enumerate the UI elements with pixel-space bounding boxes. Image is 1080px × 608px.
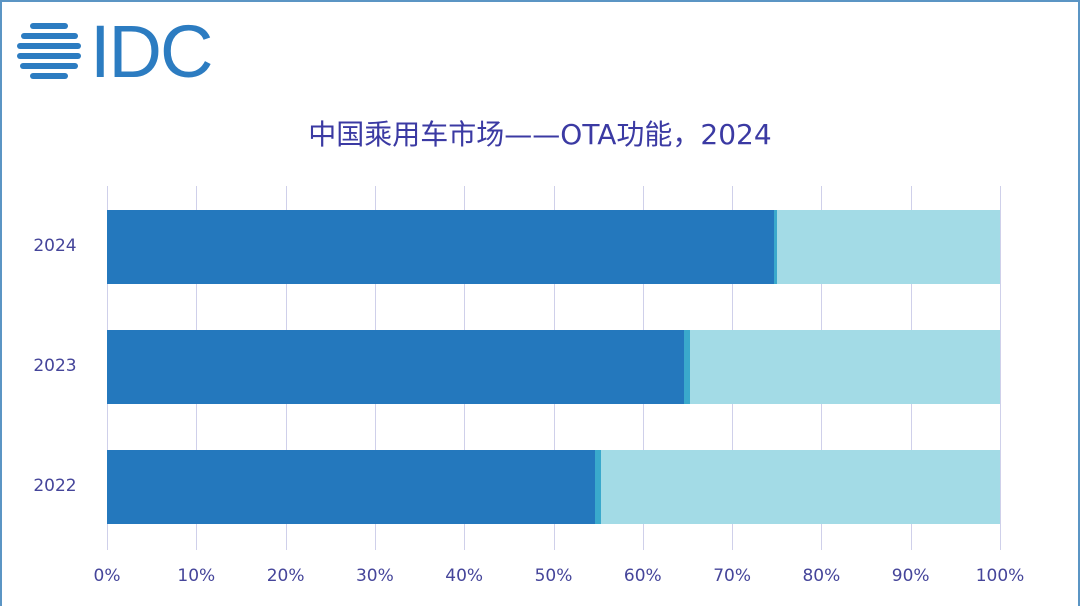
x-tick-label: 50% bbox=[534, 566, 573, 586]
bar-segment-series-3 bbox=[776, 210, 1000, 284]
bar-segment-series-2 bbox=[774, 210, 777, 284]
x-tick-label: 100% bbox=[975, 566, 1025, 586]
x-tick-label: 60% bbox=[623, 566, 662, 586]
bar-2023 bbox=[107, 330, 1000, 404]
x-tick-label: 30% bbox=[355, 566, 394, 586]
x-tick-label: 90% bbox=[891, 566, 930, 586]
bar-segment-series-1 bbox=[107, 330, 684, 404]
logo-text: IDC bbox=[90, 10, 213, 93]
plot-area bbox=[107, 186, 1001, 550]
bar-segment-series-1 bbox=[107, 210, 775, 284]
bar-2024 bbox=[107, 210, 1000, 284]
y-tick-label: 2024 bbox=[33, 236, 77, 256]
idc-globe-icon bbox=[17, 23, 81, 79]
y-tick-label: 2023 bbox=[33, 356, 77, 376]
x-tick-label: 10% bbox=[177, 566, 216, 586]
bar-segment-series-3 bbox=[690, 330, 1000, 404]
x-tick-label: 80% bbox=[802, 566, 841, 586]
bar-segment-series-2 bbox=[683, 330, 691, 404]
y-tick-label: 2022 bbox=[33, 476, 77, 496]
idc-logo: IDC bbox=[16, 10, 213, 93]
x-tick-label: 0% bbox=[93, 566, 121, 586]
chart-title: 中国乘用车市场——OTA功能，2024 bbox=[308, 118, 772, 151]
x-tick-label: 70% bbox=[713, 566, 751, 586]
gridline bbox=[1000, 186, 1001, 550]
bar-2022 bbox=[107, 450, 1000, 524]
bar-segment-series-1 bbox=[107, 450, 595, 524]
x-tick-label: 20% bbox=[266, 566, 305, 586]
x-tick-label: 40% bbox=[445, 566, 484, 586]
bar-segment-series-3 bbox=[600, 450, 1000, 524]
bar-segment-series-2 bbox=[594, 450, 601, 524]
